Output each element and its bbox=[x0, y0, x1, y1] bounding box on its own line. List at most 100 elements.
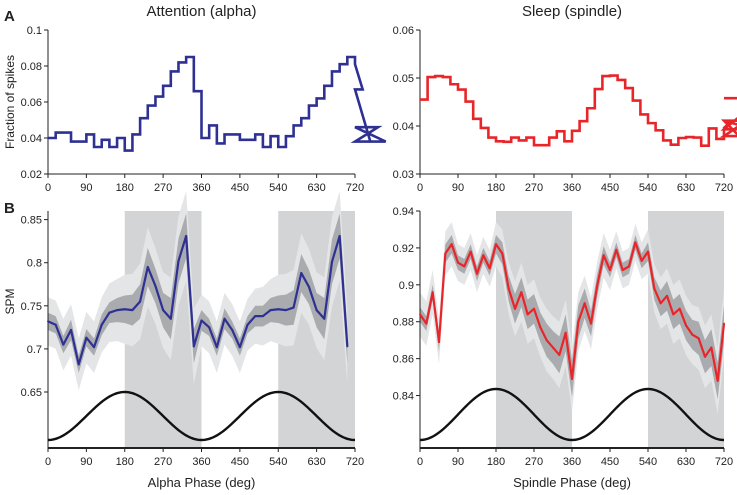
spm-data-point bbox=[246, 323, 249, 326]
spm-data-point bbox=[315, 309, 318, 312]
x-axis-label: Alpha Phase (deg) bbox=[148, 475, 256, 490]
x-tick-label: 540 bbox=[639, 182, 657, 194]
x-tick-label: 360 bbox=[192, 456, 210, 468]
chart-sleep-spindle-histogram: 0.03 0.04 0.05 0.06 0 90 180 270 360 450 540 630 720… bbox=[393, 3, 737, 194]
spm-data-point bbox=[552, 346, 554, 349]
spm-data-point bbox=[558, 353, 561, 356]
x-tick-label: 450 bbox=[601, 456, 619, 468]
x-tick-label: 0 bbox=[45, 182, 51, 194]
x-tick-label: 450 bbox=[231, 456, 249, 468]
y-tick-label: 0.86 bbox=[393, 354, 414, 366]
y-tick-label: 0.88 bbox=[393, 317, 414, 329]
y-tick-label: 0.84 bbox=[393, 391, 414, 403]
x-tick-label: 0 bbox=[45, 456, 51, 468]
x-tick-label: 90 bbox=[80, 456, 92, 468]
spm-data-point bbox=[223, 317, 226, 320]
spm-data-point bbox=[590, 322, 592, 325]
x-tick-label: 270 bbox=[154, 182, 172, 194]
spm-data-point bbox=[162, 309, 165, 312]
spm-data-point bbox=[277, 308, 280, 311]
x-tick-label: 450 bbox=[231, 182, 249, 194]
spm-data-point bbox=[85, 336, 88, 339]
y-tick-label: 0.06 bbox=[21, 97, 42, 109]
y-tick-label: 0.06 bbox=[393, 25, 414, 37]
spm-data-point bbox=[139, 300, 142, 303]
spm-data-point bbox=[284, 309, 287, 312]
x-tick-label: 0 bbox=[417, 182, 423, 194]
x-tick-label: 630 bbox=[677, 182, 695, 194]
chart-title: Sleep (spindle) bbox=[522, 3, 622, 20]
panel-label-a: A bbox=[4, 8, 15, 25]
spm-data-point bbox=[131, 309, 134, 312]
x-tick-label: 180 bbox=[487, 182, 505, 194]
spm-data-point bbox=[323, 317, 326, 320]
x-tick-label: 270 bbox=[525, 182, 543, 194]
spm-data-point bbox=[438, 341, 440, 344]
y-tick-label: 0.04 bbox=[393, 121, 414, 133]
spm-data-point bbox=[185, 234, 188, 237]
y-tick-label: 0.65 bbox=[21, 387, 42, 399]
spm-data-point bbox=[602, 254, 605, 257]
spm-data-point bbox=[100, 323, 103, 326]
spm-data-point bbox=[615, 248, 618, 251]
spm-data-point bbox=[154, 284, 157, 287]
x-tick-label: 630 bbox=[677, 456, 695, 468]
x-tick-label: 540 bbox=[269, 182, 287, 194]
spm-data-point bbox=[596, 283, 599, 286]
spm-data-point bbox=[583, 302, 586, 305]
spm-data-point bbox=[685, 324, 687, 327]
spm-data-point bbox=[697, 337, 700, 340]
histogram-series bbox=[48, 55, 387, 152]
panel-label-b: B bbox=[4, 200, 15, 217]
spm-data-point bbox=[640, 259, 643, 262]
x-tick-label: 180 bbox=[116, 182, 134, 194]
spm-data-point bbox=[672, 313, 675, 316]
x-tick-label: 180 bbox=[487, 456, 505, 468]
spm-data-point bbox=[177, 259, 180, 262]
x-tick-label: 720 bbox=[715, 182, 733, 194]
x-tick-label: 630 bbox=[307, 456, 325, 468]
confidence-band-inner bbox=[420, 234, 724, 400]
spm-data-point bbox=[710, 346, 713, 349]
x-tick-label: 360 bbox=[192, 182, 210, 194]
spm-data-point bbox=[520, 291, 523, 294]
spm-data-point bbox=[169, 317, 172, 320]
y-tick-label: 0.03 bbox=[393, 169, 414, 181]
spm-data-point bbox=[54, 323, 57, 326]
spm-data-point bbox=[307, 285, 310, 288]
y-tick-label: 0.75 bbox=[21, 301, 42, 313]
x-tick-label: 360 bbox=[563, 456, 581, 468]
x-tick-label: 540 bbox=[639, 456, 657, 468]
spm-data-point bbox=[545, 339, 548, 342]
x-tick-label: 450 bbox=[601, 182, 619, 194]
x-tick-label: 720 bbox=[346, 456, 364, 468]
x-tick-label: 90 bbox=[452, 456, 464, 468]
spm-series-line bbox=[47, 234, 349, 366]
spm-data-point bbox=[93, 346, 96, 349]
y-tick-label: 0.1 bbox=[27, 25, 42, 37]
spm-data-point bbox=[514, 307, 516, 310]
spm-data-point bbox=[47, 320, 49, 323]
spm-data-point bbox=[628, 265, 630, 268]
spm-data-point bbox=[200, 319, 203, 322]
spm-data-point bbox=[495, 243, 497, 246]
y-axis-label: Fraction of spikes bbox=[3, 55, 17, 149]
spm-data-point bbox=[634, 241, 637, 244]
x-tick-label: 540 bbox=[269, 456, 287, 468]
spm-data-point bbox=[666, 294, 668, 297]
spm-data-point bbox=[450, 243, 453, 246]
spm-data-point bbox=[261, 315, 264, 318]
spm-data-point bbox=[231, 328, 234, 331]
y-tick-label: 0.7 bbox=[27, 344, 42, 356]
y-tick-label: 0.08 bbox=[21, 61, 42, 73]
spm-data-point bbox=[330, 260, 333, 263]
y-tick-label: 0.9 bbox=[399, 280, 414, 292]
spm-data-point bbox=[269, 309, 272, 312]
x-tick-label: 360 bbox=[563, 182, 581, 194]
spm-data-point bbox=[678, 307, 681, 310]
spm-data-point bbox=[77, 363, 80, 366]
spm-data-point bbox=[564, 331, 567, 334]
spm-data-point bbox=[346, 345, 349, 348]
histogram-series bbox=[420, 74, 737, 147]
